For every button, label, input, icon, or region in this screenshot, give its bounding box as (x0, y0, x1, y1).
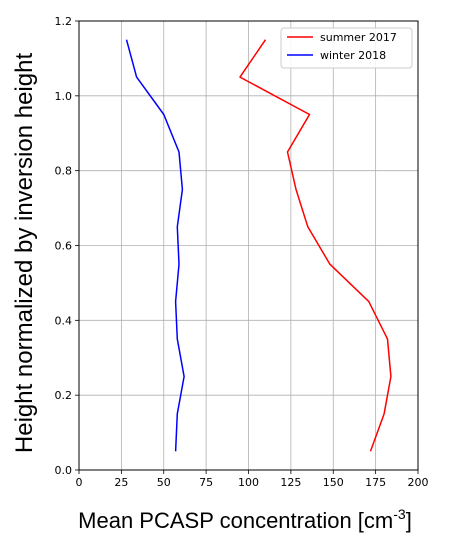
x-tick-label: 150 (323, 476, 344, 489)
x-tick-label: 100 (238, 476, 259, 489)
x-tick-label: 50 (157, 476, 171, 489)
y-tick-label: 0.6 (55, 240, 73, 253)
series-group (125, 39, 392, 452)
ticks: 0 25 50 75 100 125 150 175 200 0.0 0.2 0.4 0.6 0.8 1.0… (55, 15, 429, 489)
x-tick-label: 175 (365, 476, 386, 489)
x-axis-label-superscript: -3 (393, 506, 406, 522)
x-tick-label: 0 (76, 476, 83, 489)
legend: summer 2017 winter 2018 (280, 27, 413, 69)
y-tick-label: 0.2 (55, 389, 73, 402)
legend-frame (280, 27, 413, 69)
y-tick-label: 0.0 (55, 464, 73, 477)
x-tick-label: 25 (114, 476, 128, 489)
x-tick-label: 75 (199, 476, 213, 489)
legend-label-summer-2017: summer 2017 (320, 31, 397, 44)
y-tick-label: 1.0 (55, 90, 73, 103)
y-tick-label: 0.4 (55, 314, 73, 327)
x-tick-label: 200 (408, 476, 429, 489)
x-axis-label-main: Mean PCASP concentration [cm (78, 508, 393, 533)
y-tick-label: 1.2 (55, 15, 73, 28)
series-line-winter-2018 (125, 39, 185, 452)
x-axis-label-end: ] (406, 508, 412, 533)
series-line-summer-2017 (239, 39, 392, 452)
y-axis-label: Height normalized by inversion height (11, 53, 38, 454)
x-tick-label: 125 (280, 476, 301, 489)
x-axis-label: Mean PCASP concentration [cm-3] (78, 506, 412, 533)
grid (78, 20, 419, 471)
y-tick-label: 0.8 (55, 165, 73, 178)
legend-label-winter-2018: winter 2018 (320, 49, 386, 62)
